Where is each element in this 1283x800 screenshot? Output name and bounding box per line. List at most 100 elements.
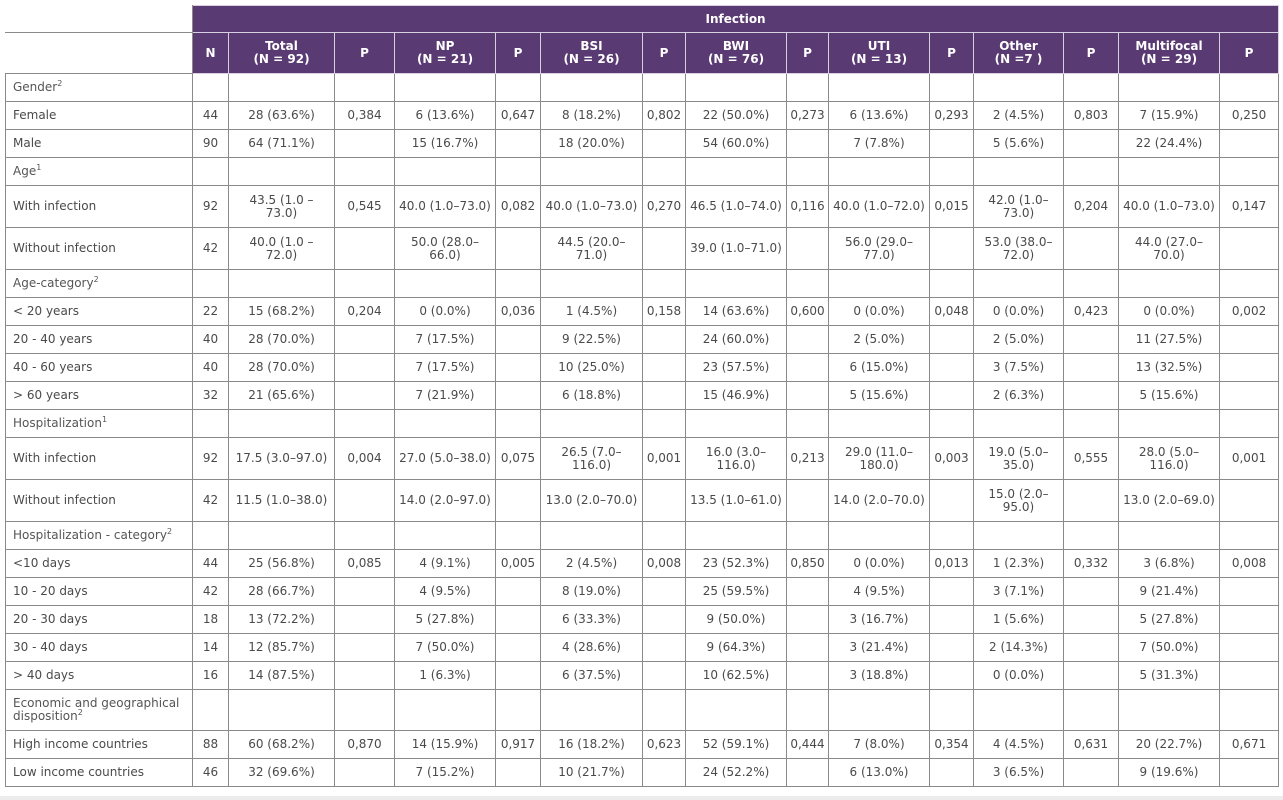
table-cell: 3 (18.8%) [828,661,930,690]
table-cell [929,409,974,438]
row-label: Male [5,129,193,158]
table-cell: 44.0 (27.0–70.0) [1118,227,1220,270]
table-cell [1063,353,1119,382]
table-cell [495,758,541,787]
column-header-p: P [1218,32,1280,74]
table-cell [786,381,829,410]
table-cell [334,381,395,410]
table-cell: 22 [192,297,229,326]
table-cell [1218,73,1280,102]
row-label-text: > 40 days [13,668,75,682]
table-cell: 0,082 [495,185,541,228]
table-cell: 13.5 (1.0–61.0) [685,479,787,522]
row-label: <10 days [5,549,193,578]
column-title: UTI [867,39,891,53]
column-subtitle: (N = 29) [1140,52,1198,66]
table-cell: 7 (17.5%) [394,353,496,382]
row-label-text: 30 - 40 days [13,640,88,654]
table-cell [495,633,541,662]
table-cell: 5 (5.6%) [973,129,1064,158]
column-header-other: Other (N =7 ) [973,32,1064,74]
table-cell: 15 (68.2%) [228,297,335,326]
table-cell: 14 (87.5%) [228,661,335,690]
table-cell [394,73,496,102]
table-cell: 27.0 (5.0–38.0) [394,437,496,480]
table-cell: 6 (33.3%) [540,605,643,634]
row-label: Hospitalization - category2 [5,521,193,550]
column-title: P [659,45,669,60]
table-cell: 13 (32.5%) [1118,353,1220,382]
row-label-text: Hospitalization - category [13,528,167,542]
row-label-text: Without infection [13,493,116,507]
table-cell: 0,004 [334,437,395,480]
table-cell [642,73,686,102]
table-cell: 0,213 [786,437,829,480]
row-label: High income countries [5,730,193,759]
table-cell [929,269,974,298]
table-cell: 0,008 [642,549,686,578]
table-cell [495,325,541,354]
table-cell: 40.0 (1.0–73.0) [540,185,643,228]
column-header-bwi: BWI (N = 76) [685,32,787,74]
table-cell [786,689,829,731]
table-body: Gender2 Female 44 28 (63.6%) 0,384 6 (13.6%) 0… [5,73,1280,787]
row-label-text: With infection [13,199,97,213]
table-cell [495,605,541,634]
column-title: P [1244,45,1254,60]
column-subtitle: (N = 92) [253,52,310,66]
row-label: 40 - 60 years [5,353,193,382]
table-cell [786,577,829,606]
table-cell: 14 (15.9%) [394,730,496,759]
table-cell [685,689,787,731]
table-cell: 7 (50.0%) [1118,633,1220,662]
table-cell: 44 [192,549,229,578]
table-cell [973,157,1064,186]
table-cell [495,73,541,102]
column-header-p: P [495,32,541,74]
table-cell [1218,521,1280,550]
footnote-marker: 2 [93,275,99,284]
row-label-text: Gender [13,80,58,94]
table-cell [642,661,686,690]
table-header: Infection N Total (N = 92) P NP (N = 21) P BSI(… [5,5,1280,74]
table-cell [1118,269,1220,298]
table-cell [685,521,787,550]
table-cell: 2 (4.5%) [540,549,643,578]
table-cell [1063,521,1119,550]
table-cell [642,689,686,731]
table-cell [540,689,643,731]
table-cell [1218,325,1280,354]
table-cell: 4 (9.5%) [828,577,930,606]
table-cell: 5 (15.6%) [828,381,930,410]
column-title: NP [435,39,455,53]
table-cell [929,227,974,270]
table-cell: 18 [192,605,229,634]
table-cell: 0,085 [334,549,395,578]
row-label: 20 - 40 years [5,325,193,354]
table-cell: 26.5 (7.0–116.0) [540,437,643,480]
table-cell [973,409,1064,438]
table-cell: 28.0 (5.0–116.0) [1118,437,1220,480]
footnote-marker: 2 [77,708,83,717]
column-header-np: NP (N = 21) [394,32,496,74]
table-cell: 10 (62.5%) [685,661,787,690]
table-row: 30 - 40 days 14 12 (85.7%) 7 (50.0%) 4 (28.6… [5,633,1280,662]
table-cell: 0,623 [642,730,686,759]
table-cell: 6 (15.0%) [828,353,930,382]
table-cell: 1 (5.6%) [973,605,1064,634]
table-cell [786,605,829,634]
table-cell: 44 [192,101,229,130]
table-cell: 0,204 [1063,185,1119,228]
table-cell [540,73,643,102]
column-title: BWI [722,39,750,53]
table-cell [334,409,395,438]
row-label-text: Age-category [13,276,94,290]
table-cell: 2 (5.0%) [828,325,930,354]
row-label-text: 20 - 30 days [13,612,88,626]
row-label: With infection [5,437,193,480]
table-cell: 11 (27.5%) [1118,325,1220,354]
column-title: BSI [580,39,603,53]
table-cell [192,521,229,550]
column-header-p: P [1063,32,1119,74]
table-cell: 0,545 [334,185,395,228]
